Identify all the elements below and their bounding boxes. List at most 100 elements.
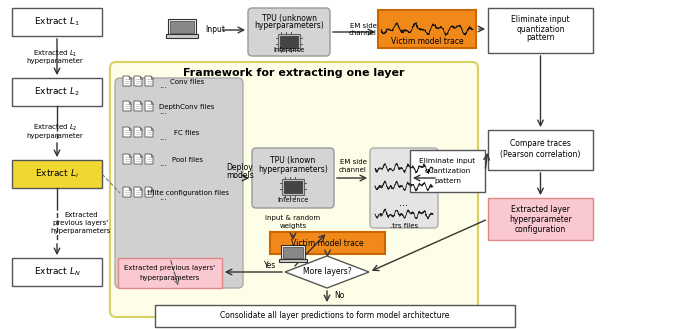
Polygon shape [134, 154, 142, 164]
Polygon shape [139, 187, 142, 190]
Text: Yes: Yes [264, 261, 276, 269]
Bar [378, 10, 476, 48]
Text: More layers?: More layers? [302, 267, 351, 276]
Text: Inference: Inference [273, 47, 304, 53]
Bar [488, 198, 593, 240]
Text: Extracted $L_2$: Extracted $L_2$ [33, 123, 77, 133]
Polygon shape [129, 101, 131, 104]
Text: Victim model trace: Victim model trace [391, 38, 463, 46]
Bar [283, 246, 303, 258]
Bar [169, 19, 195, 35]
Text: EM side: EM side [349, 23, 377, 29]
Text: models: models [226, 171, 254, 181]
Text: Extract $L_2$: Extract $L_2$ [34, 86, 80, 98]
Text: .trs files: .trs files [390, 223, 418, 229]
Bar [155, 305, 515, 327]
Polygon shape [134, 127, 142, 137]
Text: hyperparameters): hyperparameters) [254, 21, 324, 31]
Text: pattern: pattern [526, 34, 554, 42]
Bar [12, 78, 102, 106]
Polygon shape [123, 76, 131, 86]
Polygon shape [129, 154, 131, 157]
Text: EM side: EM side [340, 159, 366, 165]
Bar [279, 259, 307, 262]
Text: hyperparameter: hyperparameter [509, 215, 572, 223]
Text: Inference: Inference [277, 197, 309, 203]
Text: weights: weights [279, 223, 307, 229]
Polygon shape [134, 101, 142, 111]
Polygon shape [123, 127, 131, 137]
Polygon shape [134, 76, 142, 86]
Text: DepthConv files: DepthConv files [160, 104, 215, 110]
Polygon shape [123, 101, 131, 111]
Text: Extracted $L_1$: Extracted $L_1$ [33, 49, 77, 59]
Text: Extracted previous layers': Extracted previous layers' [125, 265, 216, 271]
Bar [118, 258, 222, 288]
Polygon shape [134, 187, 142, 197]
Bar [12, 160, 102, 188]
Text: TPU (known: TPU (known [270, 156, 316, 164]
Text: ...: ... [159, 133, 167, 141]
Text: Compare traces: Compare traces [510, 139, 571, 147]
Text: .tflite configuration files: .tflite configuration files [145, 190, 229, 196]
Text: Eliminate input: Eliminate input [419, 158, 475, 164]
Polygon shape [150, 154, 153, 157]
Text: previous layers': previous layers' [53, 220, 108, 226]
Text: configuration: configuration [515, 224, 566, 234]
FancyBboxPatch shape [110, 62, 478, 317]
Bar [282, 179, 304, 195]
Text: Framework for extracting one layer: Framework for extracting one layer [183, 68, 405, 78]
Polygon shape [145, 76, 153, 86]
Bar [166, 35, 198, 38]
Text: ...: ... [159, 82, 167, 90]
Text: Extract $L_i$: Extract $L_i$ [35, 168, 79, 180]
FancyBboxPatch shape [252, 148, 334, 208]
Bar [488, 8, 593, 53]
Polygon shape [145, 154, 153, 164]
Text: ...: ... [159, 192, 167, 201]
Polygon shape [139, 76, 142, 79]
Bar [278, 34, 300, 50]
Text: hyperparameters: hyperparameters [51, 228, 111, 234]
Bar [270, 232, 385, 254]
Text: Extract $L_N$: Extract $L_N$ [34, 266, 80, 278]
Text: ...: ... [159, 107, 167, 115]
Polygon shape [150, 187, 153, 190]
Text: Input: Input [205, 26, 225, 35]
Text: Input & random: Input & random [265, 215, 321, 221]
Text: Eliminate input: Eliminate input [511, 15, 570, 24]
FancyBboxPatch shape [370, 148, 438, 228]
Text: hyperparameter: hyperparameter [27, 58, 83, 64]
Text: hyperparameter: hyperparameter [27, 133, 83, 139]
FancyBboxPatch shape [248, 8, 330, 56]
Text: FC files: FC files [174, 130, 200, 136]
Text: hyperparameters): hyperparameters) [258, 164, 328, 173]
Polygon shape [150, 101, 153, 104]
Text: channel: channel [339, 167, 367, 173]
Polygon shape [139, 127, 142, 130]
Polygon shape [150, 127, 153, 130]
Polygon shape [285, 256, 369, 288]
Text: quantization: quantization [424, 168, 470, 174]
Text: channel: channel [349, 30, 377, 36]
Text: Pool files: Pool files [172, 157, 202, 163]
Bar [12, 8, 102, 36]
Bar [12, 258, 102, 286]
Polygon shape [145, 187, 153, 197]
Text: No: No [334, 291, 344, 300]
Text: ...: ... [159, 160, 167, 168]
Bar [488, 130, 593, 170]
Polygon shape [139, 154, 142, 157]
Bar [280, 36, 298, 48]
Bar [284, 181, 302, 193]
Text: (Pearson correlation): (Pearson correlation) [500, 149, 581, 159]
Text: Extracted: Extracted [64, 212, 98, 218]
Polygon shape [145, 101, 153, 111]
Bar [170, 20, 194, 33]
Text: hyperparameters: hyperparameters [140, 275, 200, 281]
Text: ...: ... [400, 198, 409, 208]
Text: Extract $L_1$: Extract $L_1$ [34, 16, 80, 28]
Polygon shape [129, 187, 131, 190]
Text: Consolidate all layer predictions to form model architecture: Consolidate all layer predictions to for… [220, 312, 449, 320]
Text: Deploy: Deploy [227, 164, 253, 172]
